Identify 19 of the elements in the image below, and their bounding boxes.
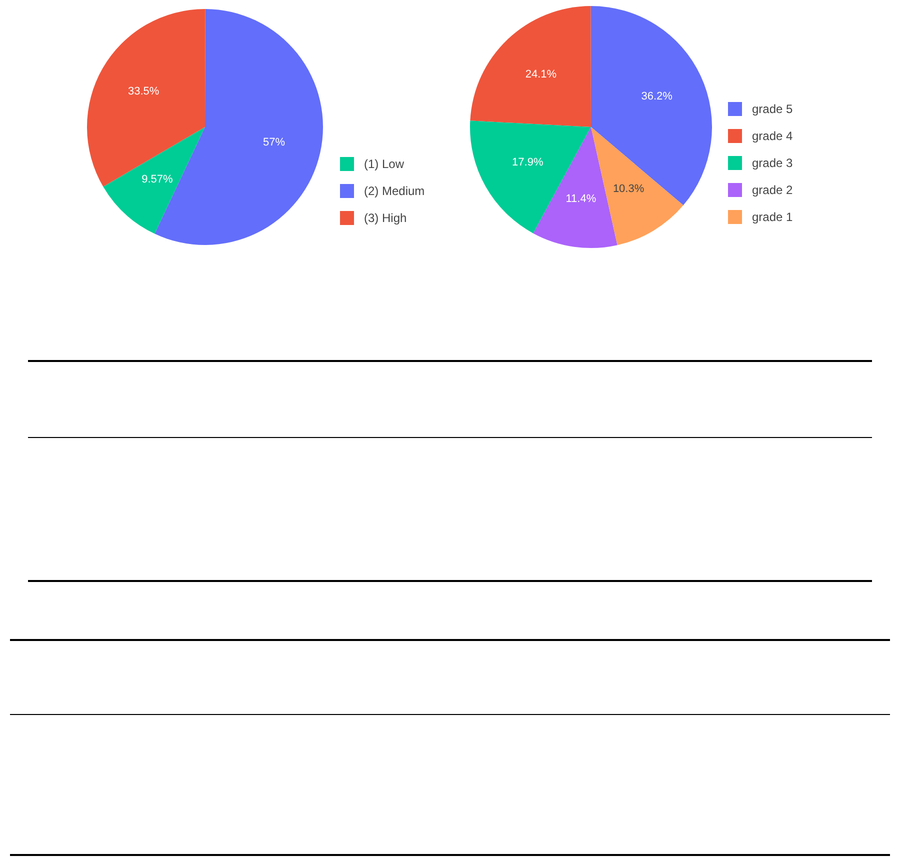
data-label: 33.5%: [128, 86, 160, 98]
data-label: 9.57%: [142, 173, 174, 186]
legend-label: grade 2: [752, 182, 793, 196]
legend-label: grade 5: [752, 102, 793, 116]
data-label: 10.3%: [612, 183, 644, 196]
data-label: 36.2%: [641, 90, 673, 102]
pie-slice: [87, 9, 206, 187]
pie-slice: [103, 127, 205, 234]
legend-label: (3) High: [364, 210, 407, 224]
legend-label: grade 3: [752, 156, 793, 170]
legend-label: grade 4: [752, 128, 793, 142]
data-label: 57%: [263, 136, 286, 149]
legend-label: grade 1: [752, 210, 793, 224]
data-label: 24.1%: [525, 68, 557, 80]
data-label: 11.4%: [566, 192, 596, 205]
legend-label: (2) Medium: [364, 184, 425, 198]
data-label: 17.9%: [512, 156, 544, 168]
legend-label: (1) Low: [364, 156, 404, 170]
pie-slice: [470, 6, 591, 127]
